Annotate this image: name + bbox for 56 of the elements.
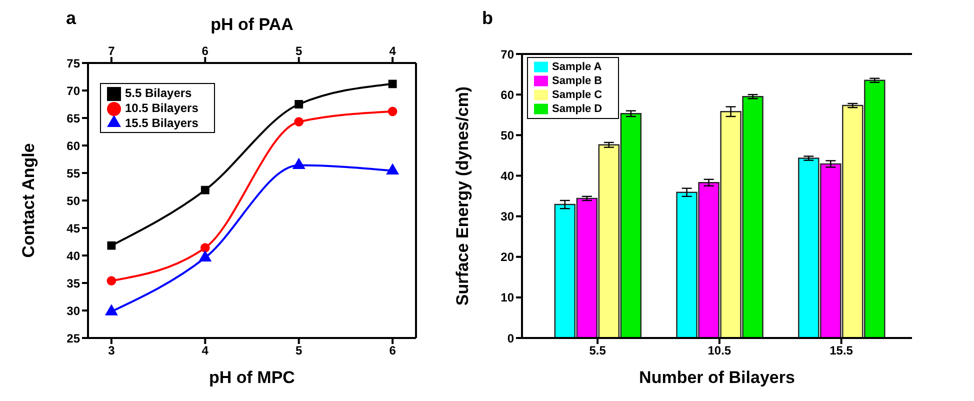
point: [106, 276, 116, 286]
x-tick-label: 3: [108, 344, 116, 358]
y-tick-label: 30: [66, 304, 80, 318]
y-tick-label: 20: [500, 250, 514, 264]
y-tick-label: 40: [500, 168, 514, 183]
y-tick-label: 40: [66, 248, 80, 263]
y-tick-label: 25: [66, 331, 80, 346]
y-tick-label: 60: [66, 138, 80, 153]
y-tick-label: 60: [500, 88, 514, 102]
y-tick-label: 65: [66, 111, 80, 126]
point: [199, 250, 212, 262]
point: [294, 100, 304, 108]
legend-label: 5.5 Bilayers: [125, 86, 192, 100]
chart-title: b: [482, 8, 493, 29]
x-axis-title: pH of MPC: [209, 368, 295, 387]
point: [294, 117, 304, 127]
point: [200, 243, 210, 252]
y-tick-label: 10: [500, 290, 514, 305]
legend-label: Sample B: [552, 74, 602, 87]
x-tick-label: 5: [296, 344, 303, 358]
y-tick-label: 50: [500, 128, 514, 142]
x2-tick-label: 4: [389, 44, 396, 58]
point: [388, 106, 398, 116]
point: [107, 241, 116, 250]
y-tick-label: 50: [66, 194, 80, 208]
x2-tick-label: 5: [296, 44, 303, 58]
x-axis-title: Number of Bilayers: [639, 368, 795, 387]
chart-title: a: [66, 8, 76, 29]
y-tick-label: 75: [66, 56, 80, 70]
y-tick-label: 70: [66, 84, 80, 98]
x-tick-label: 15.5: [830, 344, 854, 358]
legend-label: 10.5 Bilayers: [125, 100, 198, 115]
y-tick-label: 35: [66, 276, 80, 290]
point: [388, 80, 397, 88]
y-axis-title: Surface Energy (dynes/cm): [453, 86, 472, 306]
y-tick-label: 30: [500, 210, 514, 224]
y-tick-label: 70: [500, 47, 514, 62]
legend-label: Sample C: [552, 88, 602, 101]
x-tick-label: 4: [202, 344, 209, 358]
y-tick-label: 55: [66, 166, 80, 180]
x2-tick-label: 6: [202, 44, 209, 58]
legend-label: Sample A: [552, 60, 602, 73]
point: [386, 164, 399, 175]
x2-axis-title: pH of PAA: [210, 15, 294, 34]
y-tick-label: 45: [66, 221, 80, 236]
x-tick-label: 5.5: [589, 344, 606, 358]
x2-tick-label: 7: [108, 44, 116, 58]
legend-label: Sample D: [552, 102, 602, 115]
x-tick-label: 10.5: [708, 344, 732, 358]
point: [292, 158, 305, 170]
y-tick-label: 0: [507, 331, 514, 346]
x-tick-label: 6: [389, 344, 396, 358]
point: [200, 186, 210, 194]
y-axis-title: Contact Angle: [19, 143, 38, 258]
point: [105, 304, 118, 316]
legend-label: 15.5 Bilayers: [125, 116, 198, 130]
